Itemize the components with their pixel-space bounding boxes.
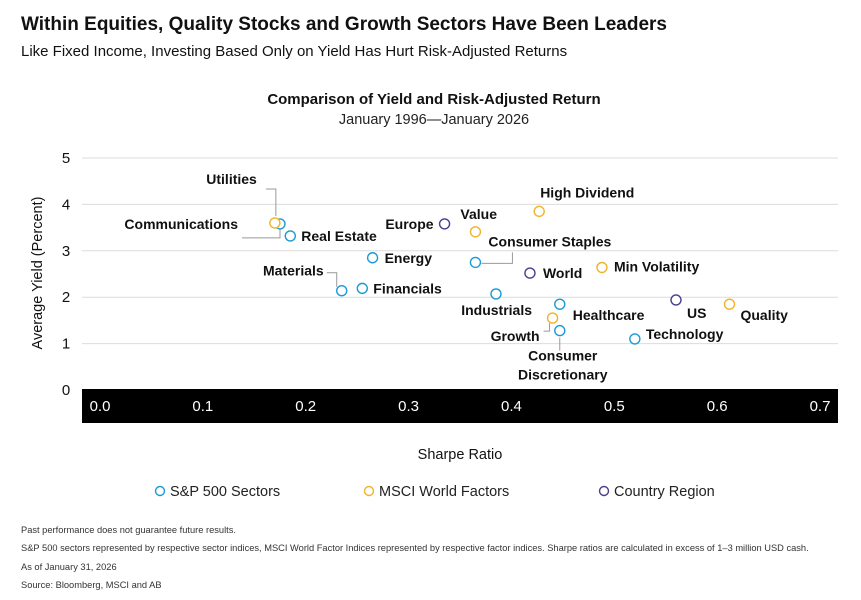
x-axis-band (82, 389, 838, 423)
point-label-technology: Technology (646, 326, 724, 342)
x-tick-label: 0.0 (90, 398, 111, 415)
leader-line-communications (242, 228, 281, 239)
legend-label-sp500: S&P 500 Sectors (170, 484, 280, 500)
point-label-consumer-discretionary: Consumer Discretionary (518, 348, 608, 383)
legend-marker-country (598, 485, 610, 497)
y-tick-label: 4 (62, 196, 70, 213)
point-healthcare (554, 298, 566, 310)
scatter-chart: Comparison of Yield and Risk-Adjusted Re… (30, 91, 838, 500)
footnote-disclaimer: Past performance does not guarantee futu… (21, 525, 236, 535)
point-label-industrials: Industrials (461, 302, 532, 318)
x-tick-label: 0.2 (295, 398, 316, 415)
leader-line-consumer-staples (481, 252, 513, 264)
page-subtitle: Like Fixed Income, Investing Based Only … (21, 43, 568, 60)
legend-marker-msci (363, 485, 375, 497)
point-financials (356, 282, 368, 295)
x-tick-label: 0.1 (192, 398, 213, 415)
point-label-materials: Materials (263, 263, 324, 279)
point-label-financials: Financials (373, 280, 442, 296)
page-title: Within Equities, Quality Stocks and Grow… (21, 14, 667, 35)
legend-label-country: Country Region (614, 484, 715, 500)
chart-title: Comparison of Yield and Risk-Adjusted Re… (267, 91, 600, 108)
point-quality (723, 298, 736, 310)
point-label-world: World (543, 265, 582, 281)
leader-lines (242, 188, 561, 351)
point-us (670, 294, 682, 306)
point-label-europe: Europe (385, 216, 433, 232)
x-tick-label: 0.6 (707, 398, 728, 415)
point-label-us: US (687, 305, 706, 321)
point-consumer-staples (469, 256, 482, 269)
footnote-methodology: S&P 500 sectors represented by respectiv… (21, 543, 809, 554)
x-tick-label: 0.5 (604, 398, 625, 415)
legend-marker-sp500 (154, 485, 166, 497)
point-label-growth: Growth (491, 328, 540, 344)
point-label-min-volatility: Min Volatility (614, 259, 700, 275)
x-tick-label: 0.4 (501, 398, 522, 415)
footnote-source: Source: Bloomberg, MSCI and AB (21, 580, 162, 591)
y-axis-ticks: 0 1 2 3 4 5 (62, 150, 70, 399)
point-growth (546, 312, 559, 324)
point-high-dividend (533, 205, 545, 218)
x-axis-ticks: 0.0 0.1 0.2 0.3 0.4 0.5 0.6 0.7 (90, 398, 831, 415)
chart-subtitle: January 1996—January 2026 (339, 112, 529, 128)
point-label-high-dividend: High Dividend (540, 184, 634, 200)
y-tick-label: 2 (62, 289, 70, 306)
leader-line-materials (326, 272, 338, 287)
y-tick-label: 5 (62, 150, 70, 167)
footnotes: Past performance does not guarantee futu… (21, 521, 841, 595)
y-axis-label: Average Yield (Percent) (30, 197, 46, 350)
data-points (269, 205, 736, 345)
point-label-energy: Energy (385, 250, 433, 266)
point-label-healthcare: Healthcare (573, 307, 645, 323)
point-label-quality: Quality (740, 307, 788, 323)
point-label-real-estate: Real Estate (301, 228, 377, 244)
point-labels: Communications Real Estate Energy Materials… (124, 171, 788, 383)
point-europe (438, 218, 451, 230)
point-value (469, 226, 482, 238)
point-label-communications: Communications (124, 216, 238, 232)
x-tick-label: 0.7 (810, 398, 831, 415)
point-real-estate (284, 230, 296, 242)
point-min-volatility (596, 261, 608, 274)
y-tick-label: 0 (62, 382, 70, 399)
legend: S&P 500 Sectors MSCI World Factors Count… (154, 484, 715, 500)
y-tick-label: 3 (62, 243, 70, 260)
legend-label-msci: MSCI World Factors (379, 484, 509, 500)
point-world (524, 267, 536, 279)
y-tick-label: 1 (62, 336, 70, 353)
point-materials (336, 285, 348, 297)
gridlines (82, 157, 838, 345)
point-label-utilities: Utilities (206, 171, 257, 187)
point-utilities (269, 217, 281, 229)
point-label-value: Value (460, 206, 497, 222)
leader-line-utilities (265, 188, 277, 216)
x-axis-label: Sharpe Ratio (418, 447, 503, 463)
point-consumer-discretionary (554, 324, 566, 337)
leader-line-growth (543, 323, 551, 332)
x-tick-label: 0.3 (398, 398, 419, 415)
point-industrials (490, 288, 502, 300)
point-label-consumer-staples: Consumer Staples (488, 233, 611, 249)
point-energy (366, 252, 379, 264)
point-technology (629, 333, 641, 345)
footnote-date: As of January 31, 2026 (21, 561, 117, 572)
